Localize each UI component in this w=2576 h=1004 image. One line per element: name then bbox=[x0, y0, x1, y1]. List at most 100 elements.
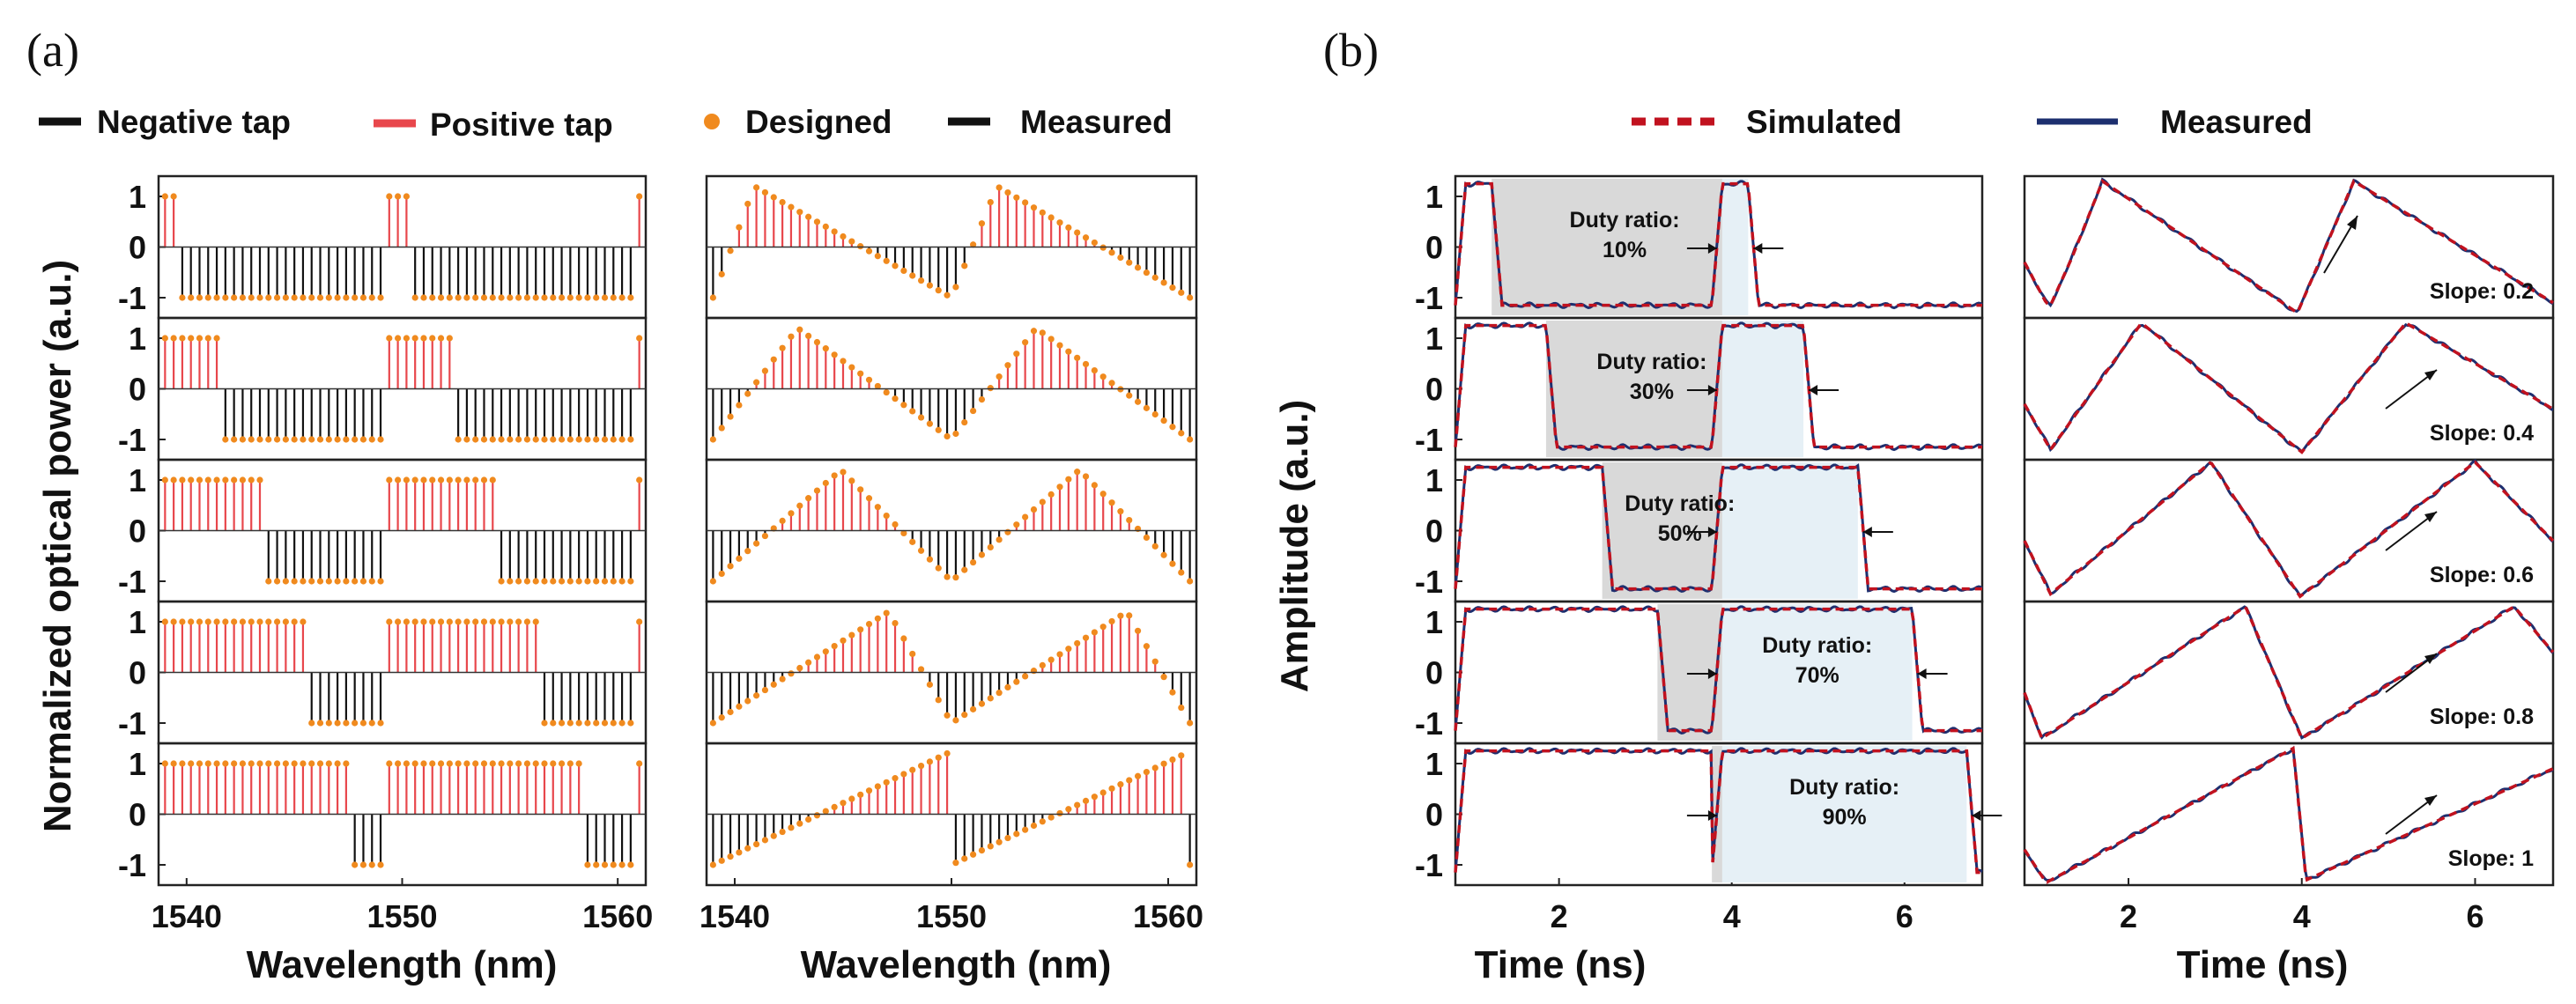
designed-tap-marker bbox=[161, 618, 168, 625]
designed-tap-marker bbox=[455, 436, 462, 443]
designed-tap-marker bbox=[1039, 329, 1046, 336]
a-left-row-1-ytick-label: 0 bbox=[129, 372, 146, 408]
slope-arrowhead bbox=[2424, 370, 2437, 380]
designed-tap-marker bbox=[1160, 417, 1167, 424]
designed-tap-marker bbox=[883, 779, 890, 786]
designed-tap-marker bbox=[273, 760, 281, 767]
designed-tap-marker bbox=[489, 294, 496, 301]
designed-tap-marker bbox=[575, 294, 582, 301]
designed-tap-marker bbox=[550, 760, 557, 767]
designed-tap-marker bbox=[541, 436, 548, 443]
designed-tap-marker bbox=[996, 184, 1003, 191]
designed-tap-marker bbox=[1004, 362, 1011, 369]
designed-tap-marker bbox=[472, 618, 479, 625]
a-left-row-2-taps bbox=[159, 476, 646, 585]
designed-tap-marker bbox=[718, 270, 725, 277]
duty-arrowhead-left bbox=[1707, 243, 1717, 254]
designed-tap-marker bbox=[308, 578, 315, 585]
designed-tap-marker bbox=[282, 760, 289, 767]
designed-tap-marker bbox=[618, 436, 625, 443]
designed-tap-marker bbox=[1160, 279, 1167, 286]
designed-tap-marker bbox=[437, 294, 445, 301]
designed-tap-marker bbox=[523, 294, 531, 301]
designed-tap-marker bbox=[865, 787, 873, 794]
designed-tap-marker bbox=[618, 861, 625, 868]
designed-tap-marker bbox=[970, 558, 977, 566]
designed-tap-marker bbox=[273, 618, 281, 625]
b-right-row-4-frame bbox=[2023, 742, 2555, 887]
designed-tap-marker bbox=[420, 618, 427, 625]
designed-tap-marker bbox=[831, 228, 838, 235]
designed-tap-marker bbox=[593, 578, 600, 585]
designed-tap-marker bbox=[1004, 189, 1011, 196]
designed-tap-marker bbox=[204, 335, 211, 342]
duty-arrowhead-right bbox=[1753, 243, 1763, 254]
b-right-row-4-waveform: Slope: 1 bbox=[2023, 745, 2554, 884]
designed-tap-marker bbox=[1039, 209, 1046, 216]
designed-tap-marker bbox=[1151, 543, 1158, 550]
designed-tap-marker bbox=[558, 436, 566, 443]
designed-tap-marker bbox=[196, 618, 204, 625]
designed-tap-marker bbox=[352, 720, 359, 727]
designed-tap-marker bbox=[1143, 269, 1151, 277]
designed-tap-marker bbox=[170, 760, 177, 767]
designed-tap-marker bbox=[1169, 689, 1176, 696]
designed-tap-marker bbox=[300, 578, 307, 585]
low-duration-shade bbox=[1492, 179, 1722, 315]
designed-tap-marker bbox=[532, 294, 539, 301]
designed-tap-marker bbox=[446, 760, 453, 767]
designed-tap-marker bbox=[1108, 499, 1115, 506]
designed-tap-marker bbox=[1039, 818, 1046, 825]
designed-tap-marker bbox=[395, 476, 402, 484]
designed-tap-marker bbox=[282, 294, 289, 301]
designed-tap-marker bbox=[1187, 861, 1194, 868]
designed-tap-marker bbox=[515, 760, 522, 767]
designed-tap-marker bbox=[455, 294, 462, 301]
designed-tap-marker bbox=[1134, 772, 1142, 779]
designed-tap-marker bbox=[1013, 521, 1020, 528]
designed-tap-marker bbox=[865, 495, 873, 502]
designed-tap-marker bbox=[709, 578, 716, 585]
designed-tap-marker bbox=[231, 618, 238, 625]
designed-tap-marker bbox=[222, 436, 229, 443]
designed-tap-marker bbox=[840, 637, 847, 644]
duty-arrowhead-left bbox=[1707, 385, 1717, 395]
designed-tap-marker bbox=[429, 476, 436, 484]
designed-tap-marker bbox=[892, 395, 899, 402]
a-right-row-0-taps bbox=[707, 184, 1196, 301]
designed-tap-marker bbox=[222, 618, 229, 625]
designed-tap-marker bbox=[352, 578, 359, 585]
designed-tap-marker bbox=[325, 436, 332, 443]
designed-tap-marker bbox=[463, 476, 470, 484]
b-ylabel: Amplitude (a.u.) bbox=[1273, 400, 1316, 692]
designed-tap-marker bbox=[978, 220, 986, 227]
designed-tap-marker bbox=[213, 335, 220, 342]
designed-tap-marker bbox=[1082, 797, 1090, 804]
designed-tap-marker bbox=[179, 476, 186, 484]
designed-tap-marker bbox=[840, 800, 847, 807]
slope-label: Slope: 0.8 bbox=[2430, 705, 2534, 729]
designed-tap-marker bbox=[709, 294, 716, 301]
designed-tap-marker bbox=[796, 664, 803, 672]
designed-tap-marker bbox=[515, 436, 522, 443]
designed-tap-marker bbox=[1082, 360, 1090, 368]
designed-tap-marker bbox=[1047, 814, 1055, 821]
designed-tap-marker bbox=[420, 294, 427, 301]
designed-tap-marker bbox=[429, 294, 436, 301]
designed-tap-marker bbox=[1169, 424, 1176, 431]
designed-tap-marker bbox=[523, 578, 531, 585]
a-left-xlabel: Wavelength (nm) bbox=[247, 943, 558, 986]
designed-tap-marker bbox=[359, 861, 367, 868]
a-left-row-4-ytick-label: 0 bbox=[129, 797, 146, 833]
designed-tap-marker bbox=[231, 294, 238, 301]
designed-tap-marker bbox=[601, 861, 609, 868]
designed-tap-marker bbox=[770, 194, 777, 201]
designed-tap-marker bbox=[900, 529, 907, 537]
designed-tap-marker bbox=[265, 578, 272, 585]
b-left-row-1-ytick-label: -1 bbox=[1415, 422, 1443, 458]
designed-tap-marker bbox=[523, 760, 531, 767]
legend-designed-label: Designed bbox=[745, 104, 892, 140]
designed-tap-marker bbox=[316, 436, 324, 443]
duty-ratio-label: Duty ratio: bbox=[1570, 208, 1680, 233]
high-duration-shade bbox=[1721, 462, 1858, 599]
